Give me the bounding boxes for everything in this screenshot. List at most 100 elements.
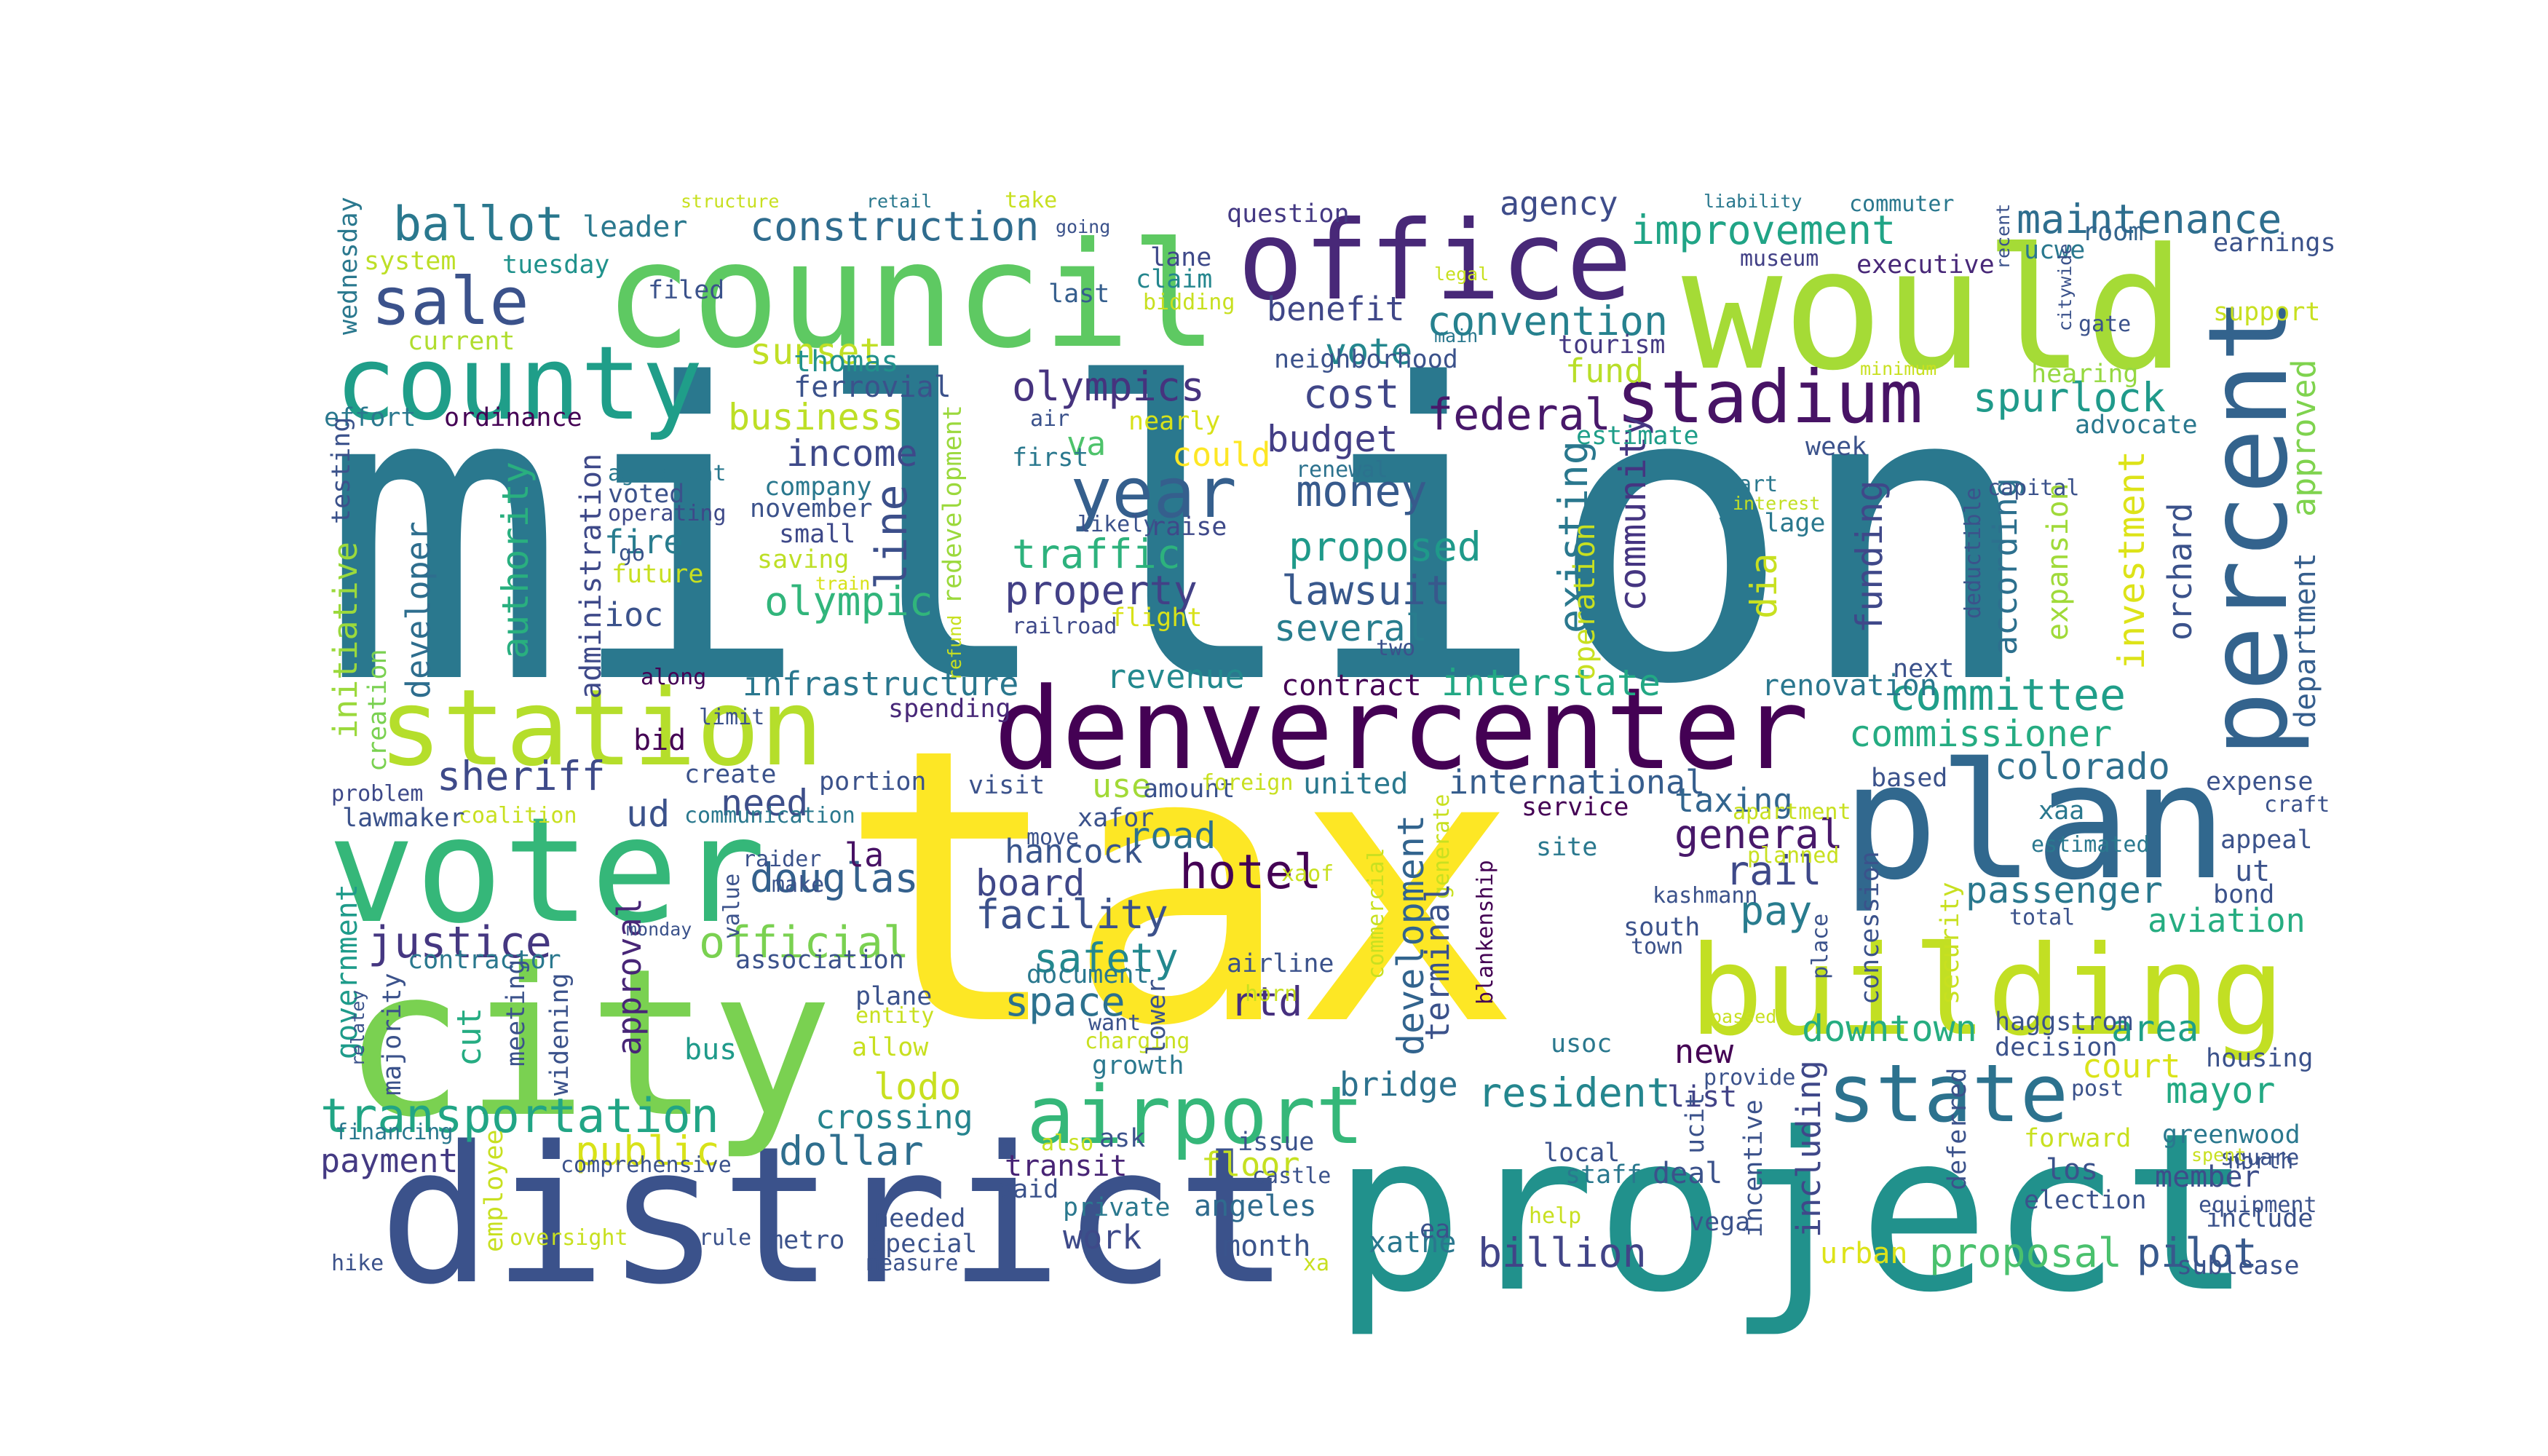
cloud-word-according: according — [1986, 478, 2025, 655]
cloud-word-raider: raider — [743, 847, 821, 872]
cloud-word-department: department — [2289, 553, 2322, 728]
cloud-word-expansion: expansion — [2041, 483, 2075, 641]
cloud-word-want: want — [1088, 1010, 1141, 1036]
cloud-word-vega: vega — [1689, 1208, 1750, 1237]
cloud-word-relatey: relatey — [347, 990, 368, 1067]
cloud-word-document: document — [1026, 960, 1150, 989]
cloud-word-capital: capital — [1987, 475, 2079, 501]
cloud-word-employee: employee — [480, 1129, 509, 1252]
cloud-word-flight: flight — [1110, 604, 1202, 633]
cloud-word-ea: ea — [1420, 1215, 1450, 1244]
cloud-word-agreement: agreement — [608, 461, 727, 486]
cloud-word-county: county — [335, 325, 703, 443]
cloud-word-urban: urban — [1820, 1237, 1907, 1270]
cloud-word-advocate: advocate — [2075, 411, 2198, 440]
cloud-word-private: private — [1063, 1193, 1171, 1222]
cloud-word-craft: craft — [2264, 792, 2330, 818]
cloud-word-council: council — [604, 211, 1218, 381]
cloud-word-lodo: lodo — [874, 1066, 961, 1108]
cloud-word-billion: billion — [1478, 1230, 1647, 1276]
cloud-word-estimated: estimated — [2031, 832, 2150, 858]
cloud-word-convention: convention — [1427, 298, 1668, 344]
cloud-word-election: election — [2024, 1186, 2147, 1215]
cloud-word-space: space — [1005, 978, 1125, 1025]
cloud-word-crossing: crossing — [815, 1098, 973, 1136]
cloud-word-court: court — [2082, 1047, 2180, 1085]
cloud-word-wednesday: wednesday — [334, 197, 363, 335]
cloud-word-deferred: deferred — [1943, 1067, 1972, 1190]
cloud-word-paid: paid — [997, 1175, 1059, 1204]
cloud-word-initiative: initiative — [326, 542, 365, 739]
cloud-word-claim: claim — [1136, 265, 1212, 294]
cloud-word-place: place — [1808, 914, 1833, 979]
cloud-word-fire: fire — [604, 523, 683, 561]
cloud-word-month: month — [1223, 1230, 1310, 1263]
cloud-word-xafor: xafor — [1077, 804, 1154, 833]
cloud-word-united: united — [1303, 767, 1409, 801]
cloud-word-housing: housing — [2206, 1044, 2314, 1073]
cloud-word-plane: plane — [855, 982, 932, 1011]
cloud-word-ud: ud — [626, 793, 670, 835]
cloud-word-deductible: deductible — [1961, 487, 1986, 619]
cloud-word-likely: likely — [1077, 512, 1156, 537]
cloud-word-coalition: coalition — [459, 803, 577, 828]
cloud-word-la: la — [844, 836, 884, 874]
cloud-word-comprehensive: comprehensive — [561, 1152, 732, 1178]
cloud-word-lower: lower — [1142, 979, 1171, 1056]
cloud-word-cost: cost — [1303, 371, 1399, 417]
cloud-word-widening: widening — [545, 973, 574, 1096]
cloud-word-including: including — [1789, 1060, 1828, 1238]
cloud-word-nearly: nearly — [1128, 407, 1220, 436]
cloud-word-ioc: ioc — [604, 596, 663, 634]
cloud-word-construction: construction — [750, 203, 1039, 250]
cloud-word-future: future — [612, 560, 703, 589]
cloud-word-sublease: sublease — [2177, 1251, 2300, 1281]
cloud-word-saving: saving — [757, 545, 849, 574]
cloud-word-income: income — [786, 432, 918, 475]
cloud-word-operating: operating — [608, 501, 727, 526]
cloud-word-airport: airport — [1026, 1069, 1364, 1162]
cloud-word-could: could — [1172, 435, 1270, 474]
cloud-word-blankenship: blankenship — [1473, 860, 1498, 1005]
cloud-word-justice: justice — [368, 917, 552, 968]
cloud-word-small: small — [779, 520, 855, 549]
cloud-word-airline: airline — [1227, 949, 1334, 978]
cloud-word-security: security — [1936, 882, 1965, 1005]
cloud-word-charging: charging — [1085, 1029, 1190, 1054]
cloud-word-district: district — [379, 1107, 1290, 1326]
cloud-word-new: new — [1674, 1032, 1734, 1071]
cloud-word-move: move — [1026, 825, 1079, 850]
cloud-word-allow: allow — [852, 1033, 929, 1062]
cloud-word-train: train — [815, 573, 870, 594]
cloud-word-tax: tax — [837, 668, 1521, 1109]
cloud-word-support: support — [2213, 298, 2321, 327]
cloud-word-railroad: railroad — [1012, 614, 1117, 639]
cloud-word-xaof: xaof — [1281, 861, 1334, 887]
cloud-word-approval: approval — [610, 898, 649, 1056]
cloud-word-approved: approved — [2284, 359, 2323, 517]
cloud-word-thomas: thomas — [794, 345, 899, 379]
cloud-word-project: project — [1332, 1086, 2252, 1340]
cloud-word-refund: refund — [944, 615, 965, 681]
cloud-word-floor: floor — [1201, 1145, 1299, 1184]
cloud-word-amount: amount — [1143, 775, 1235, 804]
cloud-word-castle: castle — [1252, 1163, 1331, 1189]
cloud-word-general: general — [1674, 811, 1843, 858]
cloud-word-bridge: bridge — [1340, 1065, 1458, 1104]
cloud-word-square: square — [2220, 1145, 2299, 1171]
cloud-word-include: include — [2206, 1204, 2314, 1233]
cloud-word-colorado: colorado — [1995, 745, 2170, 788]
cloud-word-infrastructure: infrastructure — [743, 665, 1018, 703]
cloud-word-xathe: xathe — [1369, 1226, 1456, 1259]
cloud-word-create: create — [684, 760, 776, 789]
cloud-word-local: local — [1543, 1139, 1620, 1168]
cloud-word-main: main — [1434, 325, 1478, 347]
cloud-word-measure: measure — [866, 1251, 958, 1276]
cloud-word-administration: administration — [574, 454, 608, 699]
cloud-word-building: building — [1689, 919, 2285, 1064]
cloud-word-redevelopment: redevelopment — [938, 405, 968, 604]
cloud-word-leader: leader — [582, 210, 688, 244]
cloud-word-entity: entity — [855, 1003, 934, 1029]
cloud-word-commercial: commercial — [1364, 847, 1389, 979]
cloud-word-facility: facility — [976, 891, 1168, 938]
